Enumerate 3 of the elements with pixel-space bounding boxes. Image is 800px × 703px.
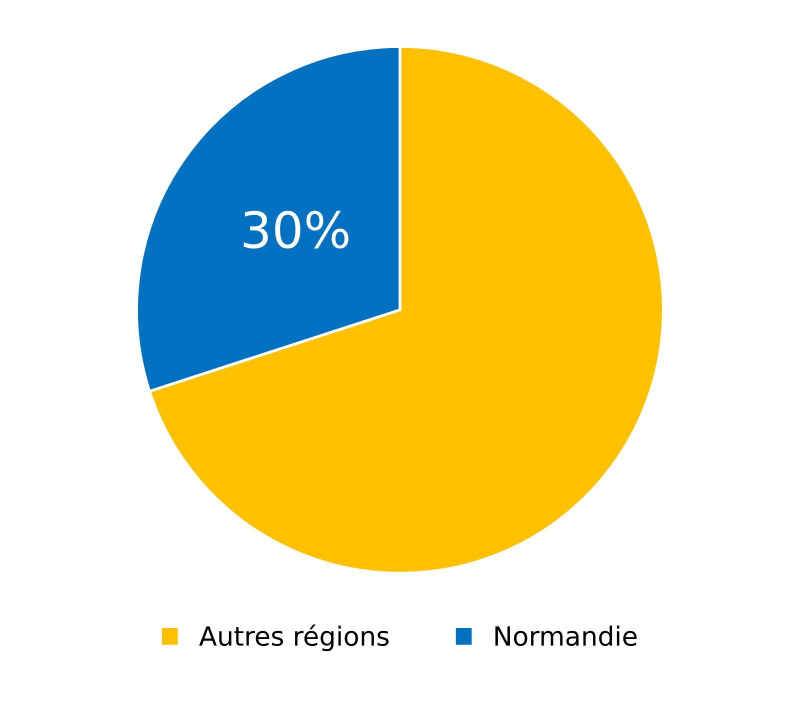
- legend-label: Autres régions: [199, 624, 389, 652]
- data-label: 30%: [244, 210, 348, 249]
- legend-label: Normandie: [495, 626, 637, 646]
